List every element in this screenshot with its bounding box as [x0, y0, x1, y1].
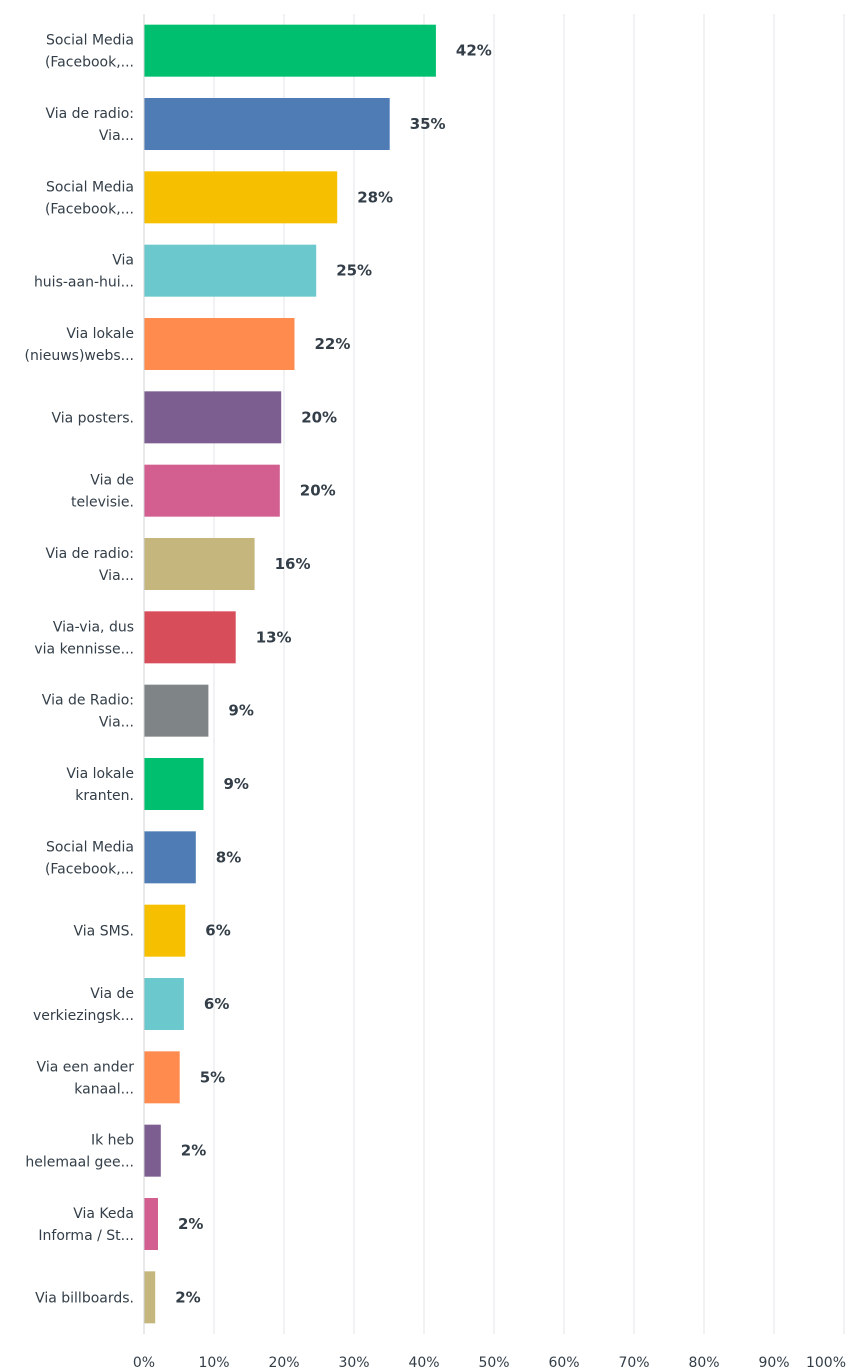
- data-label: 6%: [205, 922, 230, 940]
- data-label: 28%: [357, 188, 393, 206]
- category-label: Via Keda Informa / St...: [38, 1206, 134, 1244]
- data-label: 25%: [336, 262, 372, 280]
- category-label: Social Media (Facebook,...: [45, 33, 134, 71]
- data-label: 16%: [275, 555, 311, 573]
- x-tick-label: 70%: [618, 1355, 649, 1371]
- data-label: 22%: [315, 335, 351, 353]
- data-label: 9%: [228, 702, 253, 720]
- bars: [144, 24, 436, 1324]
- bar: [144, 98, 390, 150]
- x-tick-label: 0%: [133, 1355, 155, 1371]
- category-label: Social Media (Facebook,...: [45, 839, 134, 877]
- x-tick-label: 10%: [198, 1355, 229, 1371]
- category-label: Via posters.: [51, 410, 134, 426]
- bar: [144, 24, 436, 77]
- category-label: Via de radio: Via...: [45, 546, 134, 584]
- category-label: Via lokale kranten.: [66, 766, 134, 804]
- bar: [144, 611, 236, 664]
- x-tick-label: 80%: [688, 1355, 719, 1371]
- data-label: 8%: [216, 848, 241, 866]
- category-label: Via SMS.: [74, 924, 135, 940]
- data-label: 5%: [200, 1068, 225, 1086]
- data-label: 20%: [301, 408, 337, 426]
- category-label: Via de Radio: Via...: [42, 693, 134, 731]
- category-label: Via de radio: Via...: [45, 106, 134, 144]
- category-label: Via lokale (nieuws)webs...: [24, 326, 134, 364]
- bar: [144, 538, 255, 590]
- data-label: 35%: [410, 115, 446, 133]
- bar: [144, 978, 184, 1030]
- x-tick-label: 60%: [548, 1355, 579, 1371]
- x-tick-labels: 0% 10% 20% 30% 40% 50% 60% 70% 80% 90% 100%: [133, 1355, 846, 1371]
- bar: [144, 1124, 161, 1177]
- bar: [144, 1051, 180, 1104]
- bar: [144, 171, 338, 224]
- data-label: 2%: [175, 1288, 200, 1306]
- x-tick-label: 40%: [408, 1355, 439, 1371]
- data-label: 2%: [178, 1215, 203, 1233]
- data-label: 20%: [300, 482, 336, 500]
- bar: [144, 1271, 156, 1324]
- category-label: Ik heb helemaal gee...: [25, 1133, 134, 1171]
- bar: [144, 831, 196, 884]
- bar: [144, 904, 186, 957]
- bar: [144, 391, 282, 444]
- value-labels: 42% 35% 28% 25% 22% 20% 20% 16% 13% 9% 9% 8% 6% 6% 5% 2…: [175, 42, 492, 1307]
- category-labels: Social Media (Facebook,... Via de radio: Vi…: [24, 33, 134, 1307]
- data-label: 6%: [204, 995, 229, 1013]
- category-label: Via de verkiezingsk...: [33, 986, 134, 1024]
- data-label: 2%: [181, 1142, 206, 1160]
- data-label: 13%: [256, 628, 292, 646]
- x-tick-label: 20%: [268, 1355, 299, 1371]
- bar: [144, 684, 209, 737]
- bar: [144, 318, 295, 370]
- bar: [144, 244, 317, 297]
- bar: [144, 758, 204, 810]
- category-label: Via billboards.: [35, 1290, 134, 1306]
- gridlines: [213, 14, 845, 1334]
- category-label: Social Media (Facebook,...: [45, 179, 134, 217]
- data-label: 9%: [224, 775, 249, 793]
- x-tick-label: 90%: [758, 1355, 789, 1371]
- category-label: Via-via, dus via kennisse...: [34, 619, 134, 657]
- category-label: Via de televisie.: [71, 473, 134, 511]
- x-tick-label: 30%: [338, 1355, 369, 1371]
- bar: [144, 1198, 158, 1250]
- category-label: Via huis-aan-hui...: [34, 253, 134, 291]
- x-tick-label: 100%: [806, 1355, 846, 1371]
- category-label: Via een ander kanaal...: [37, 1059, 135, 1097]
- bar: [144, 464, 280, 517]
- data-label: 42%: [456, 42, 492, 60]
- x-tick-label: 50%: [478, 1355, 509, 1371]
